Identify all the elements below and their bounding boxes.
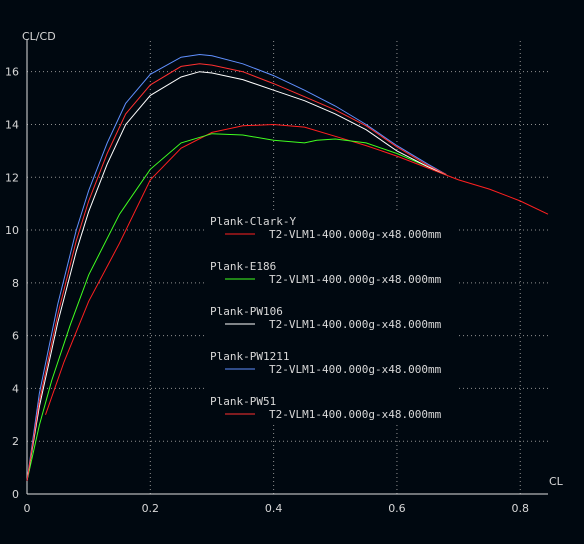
legend-series-description: T2-VLM1-400.000g-x48.000mm xyxy=(269,318,442,331)
x-tick-label: 0 xyxy=(24,502,31,515)
legend-series-description: T2-VLM1-400.000g-x48.000mm xyxy=(269,228,442,241)
series-line-plank-pw51 xyxy=(26,63,447,481)
y-tick-label: 10 xyxy=(5,224,19,237)
y-tick-label: 14 xyxy=(5,118,19,131)
x-tick-label: 0.8 xyxy=(512,502,530,515)
x-tick-label: 0.4 xyxy=(265,502,283,515)
y-tick-label: 16 xyxy=(5,66,19,79)
y-tick-label: 4 xyxy=(12,382,19,395)
y-tick-labels: 0 2 4 6 8 10 12 14 16 xyxy=(5,66,19,501)
y-tick-label: 2 xyxy=(12,435,19,448)
x-tick-label: 0.2 xyxy=(142,502,160,515)
x-tick-labels: 0 0.2 0.4 0.6 0.8 xyxy=(24,502,530,515)
legend-series-name: Plank-PW1211 xyxy=(210,350,289,363)
y-tick-label: 0 xyxy=(12,488,19,501)
x-axis-label: CL xyxy=(549,475,564,488)
legend-series-description: T2-VLM1-400.000g-x48.000mm xyxy=(269,273,442,286)
y-axis-label: CL/CD xyxy=(22,30,56,43)
axes xyxy=(26,40,548,495)
series-line-plank-clark-y xyxy=(45,123,549,415)
legend-series-name: Plank-Clark-Y xyxy=(210,215,296,228)
y-tick-label: 6 xyxy=(12,330,19,343)
series-line-plank-e186 xyxy=(26,133,447,481)
legend-series-description: T2-VLM1-400.000g-x48.000mm xyxy=(269,363,442,376)
series-line-plank-pw1211 xyxy=(26,53,447,481)
x-tick-label: 0.6 xyxy=(388,502,406,515)
series-line-plank-pw106 xyxy=(26,71,447,481)
legend-series-name: Plank-PW51 xyxy=(210,395,276,408)
legend-background xyxy=(205,210,458,422)
legend-series-description: T2-VLM1-400.000g-x48.000mm xyxy=(269,408,442,421)
y-tick-label: 8 xyxy=(12,277,19,290)
y-tick-label: 12 xyxy=(5,171,19,184)
series-lines xyxy=(26,53,549,481)
legend-series-name: Plank-PW106 xyxy=(210,305,283,318)
legend: Plank-Clark-YT2-VLM1-400.000g-x48.000mmP… xyxy=(210,215,442,421)
legend-series-name: Plank-E186 xyxy=(210,260,276,273)
